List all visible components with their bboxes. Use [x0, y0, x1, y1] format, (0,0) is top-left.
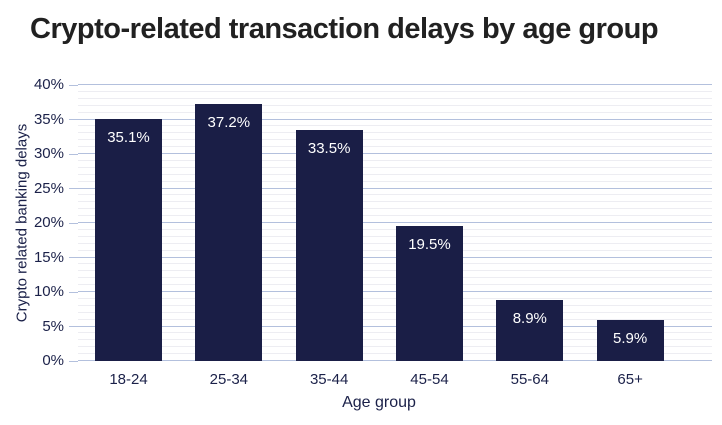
y-tick-mark: [69, 291, 78, 293]
y-tick-label: 20%: [33, 214, 64, 231]
minor-gridline: [78, 270, 712, 272]
minor-gridline: [78, 353, 712, 355]
major-gridline: [78, 222, 712, 223]
x-axis-tick-labels: 18-24 25-34 35-44 45-54 55-64 65+: [78, 371, 712, 391]
minor-gridline: [78, 311, 712, 313]
minor-gridline: [78, 194, 712, 196]
minor-gridline: [78, 97, 712, 99]
minor-gridline: [78, 111, 712, 113]
y-tick-label: 10%: [33, 283, 64, 300]
plot-area: 35.1% 37.2% 33.5% 19.5% 8.9% 5.9%: [78, 84, 712, 361]
bar-data-label: 8.9%: [512, 309, 547, 327]
minor-gridline: [78, 180, 712, 182]
minor-gridline: [78, 346, 712, 348]
minor-gridline: [78, 90, 712, 92]
y-tick-mark: [69, 153, 78, 155]
minor-gridline: [78, 284, 712, 286]
minor-gridline: [78, 125, 712, 127]
minor-gridline: [78, 318, 712, 320]
bar-data-label: 5.9%: [613, 330, 648, 348]
y-axis-tick-labels: 0% 5% 10% 15% 20% 25% 30% 35% 40%: [0, 76, 64, 369]
y-axis-tick-marks: [69, 84, 78, 362]
minor-gridline: [78, 249, 712, 251]
x-axis-title: Age group: [342, 394, 416, 411]
x-tick-label: 35-44: [309, 371, 349, 388]
x-tick-label: 45-54: [410, 371, 449, 388]
bar-25-34: 37.2%: [195, 104, 263, 361]
y-tick-label: 40%: [33, 76, 64, 93]
major-gridline: [78, 325, 712, 327]
chart-title: Crypto-related transaction delays by age…: [30, 13, 659, 45]
y-tick-mark: [69, 119, 78, 120]
minor-gridline: [78, 159, 712, 161]
x-tick-label: 18-24: [109, 371, 148, 388]
minor-gridline: [78, 201, 712, 203]
bar-18-24: 35.1%: [95, 118, 162, 361]
minor-gridline: [78, 166, 712, 168]
minor-gridline: [78, 332, 712, 334]
y-tick-label: 25%: [33, 179, 64, 197]
bar-45-54: 19.5%: [395, 226, 463, 361]
minor-gridline: [78, 235, 712, 237]
y-tick-label: 5%: [42, 317, 64, 335]
minor-gridline: [78, 242, 712, 244]
minor-gridline: [78, 297, 712, 299]
minor-gridline: [78, 132, 712, 134]
bar-data-label: 35.1%: [107, 128, 150, 146]
y-tick-label: 30%: [33, 145, 64, 162]
minor-gridline: [78, 146, 712, 148]
minor-gridline: [78, 228, 712, 230]
bar-65+: 5.9%: [596, 320, 664, 361]
bar-55-64: 8.9%: [496, 299, 564, 361]
major-gridline: [78, 256, 712, 258]
minor-gridline: [78, 173, 712, 175]
bar-data-label: 33.5%: [307, 139, 351, 157]
y-tick-label: 35%: [33, 110, 64, 128]
x-tick-label: 65+: [617, 371, 643, 388]
bar-data-label: 19.5%: [408, 236, 451, 254]
major-gridline: [78, 153, 712, 154]
minor-gridline: [78, 263, 712, 265]
y-tick-mark: [69, 188, 78, 189]
minor-gridline: [78, 215, 712, 217]
bar-data-label: 37.2%: [207, 114, 251, 132]
y-tick-mark: [69, 360, 78, 362]
major-gridline: [78, 118, 712, 120]
x-tick-label: 55-64: [510, 371, 549, 388]
y-tick-mark: [69, 84, 78, 86]
y-tick-mark: [69, 222, 78, 224]
major-gridline: [78, 291, 712, 292]
y-tick-mark: [69, 326, 78, 327]
minor-gridline: [78, 139, 712, 141]
minor-gridline: [78, 104, 712, 106]
y-tick-label: 15%: [33, 248, 64, 266]
y-tick-mark: [69, 257, 78, 258]
y-tick-label: 0%: [42, 352, 64, 369]
major-gridline: [78, 187, 712, 189]
major-gridline: [78, 360, 712, 361]
x-tick-label: 25-34: [209, 371, 249, 388]
minor-gridline: [78, 277, 712, 279]
bar-35-44: 33.5%: [295, 129, 363, 361]
major-gridline: [78, 84, 712, 85]
minor-gridline: [78, 304, 712, 306]
minor-gridline: [78, 339, 712, 341]
minor-gridline: [78, 208, 712, 210]
